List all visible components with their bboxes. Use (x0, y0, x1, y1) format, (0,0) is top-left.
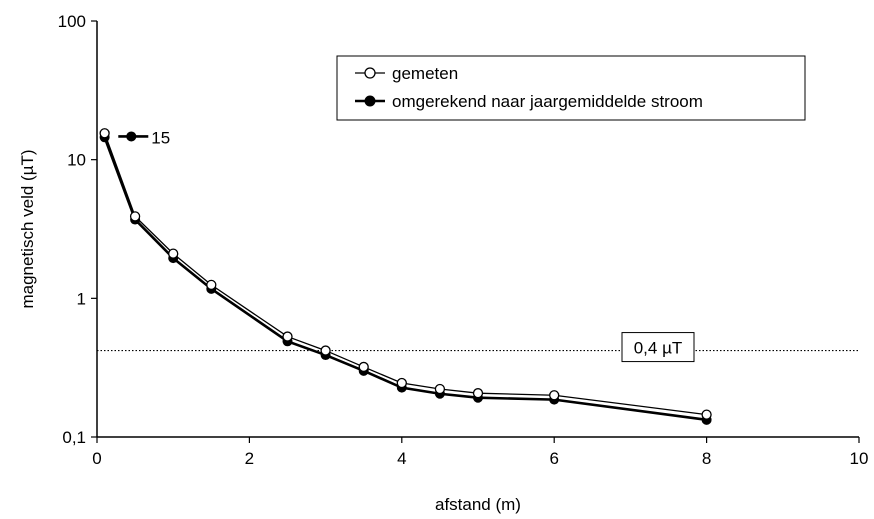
y-tick-label: 0,1 (62, 428, 86, 447)
x-tick-label: 2 (245, 449, 254, 468)
x-tick-label: 4 (397, 449, 406, 468)
data-point (168, 248, 179, 259)
series-group (99, 128, 712, 425)
data-point (99, 128, 110, 139)
data-point (282, 331, 293, 342)
legend-marker-gemeten (364, 67, 376, 79)
legend-label-omgerekend: omgerekend naar jaargemiddelde stroom (392, 92, 703, 111)
legend: gemeten omgerekend naar jaargemiddelde s… (336, 55, 806, 121)
series-line-gemeten (104, 133, 707, 416)
data-point (434, 383, 446, 395)
series-line-omgerekend (103, 136, 707, 422)
data-point (472, 388, 484, 399)
legend-box (336, 55, 806, 121)
data-point (701, 409, 712, 420)
reference-label: 0,4 µT (634, 339, 683, 358)
x-tick-label: 0 (92, 449, 101, 468)
y-tick-label: 10 (67, 151, 86, 170)
data-point (320, 345, 331, 356)
axes-group (96, 21, 859, 438)
data-point (206, 279, 217, 291)
data-point (549, 390, 560, 401)
y-tick-label: 100 (58, 12, 86, 31)
y-tick-label: 1 (77, 289, 86, 308)
ticks-group: 0 2 4 6 8 10 0,1 1 10 100 (58, 12, 869, 468)
data-point (129, 211, 141, 222)
y-axis-title: magnetisch veld (µT) (18, 149, 37, 308)
x-tick-label: 8 (702, 449, 711, 468)
legend-marker-omgerekend (364, 95, 376, 107)
annotation-label: 15 (151, 128, 170, 147)
annotation-group: 15 (118, 128, 170, 147)
legend-label-gemeten: gemeten (392, 64, 458, 83)
reference-label-box (621, 332, 695, 363)
data-point (358, 361, 369, 373)
data-point (396, 377, 407, 389)
x-tick-label: 6 (549, 449, 558, 468)
reference-line-group: 0,4 µT (97, 332, 859, 363)
x-tick-label: 10 (850, 449, 869, 468)
x-axis-title: afstand (m) (435, 495, 521, 514)
annotation-marker-dot (126, 131, 137, 142)
